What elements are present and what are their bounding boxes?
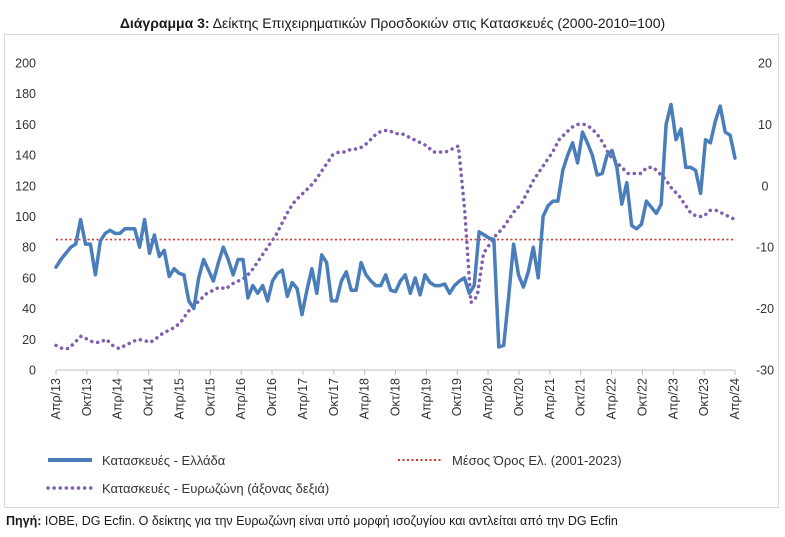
x-tick-label: Απρ/20 [481,378,495,419]
y-left-tick-label: 100 [15,210,36,224]
x-tick-label: Οκτ/16 [265,378,279,416]
x-tick-label: Απρ/23 [666,378,680,419]
y-right-tick-label: 10 [758,118,772,132]
axes: 0 20 40 60 80 100 120 140 160 180 200 -30 -20 -10 0 10 2… [15,57,774,420]
y-left-tick-label: 0 [29,364,36,378]
x-tick-label: Οκτ/23 [697,378,711,416]
y-left-tick-label: 140 [15,149,36,163]
legend-label-average: Μέσος Όρος Ελ. (2001-2023) [452,453,622,468]
y-left-tick-label: 40 [22,302,36,316]
chart-title-text: Δείκτης Επιχειρηματικών Προσδοκιών στις … [209,15,666,31]
x-tick-label: Οκτ/17 [327,378,341,416]
x-tick-label: Απρ/16 [234,378,248,419]
chart-frame [4,34,779,508]
x-tick-label: Απρ/14 [111,378,125,419]
x-tick-label: Οκτ/14 [142,378,156,416]
chart-title-prefix: Διάγραμμα 3: [119,15,210,31]
y-left-tick-label: 20 [22,333,36,347]
legend-label-eurozone: Κατασκευές - Ευρωζώνη (άξονας δεξιά) [102,481,329,496]
legend: Κατασκευές - Ελλάδα Μέσος Όρος Ελ. (2001… [46,453,622,496]
series-greece-line [54,102,737,349]
x-tick-label: Οκτ/21 [574,378,588,416]
y-left-tick-label: 160 [15,118,36,132]
x-tick-label: Απρ/18 [358,378,372,419]
y-left-tick-label: 120 [15,179,36,193]
y-right-tick-label: 20 [758,57,772,71]
y-left-tick-label: 80 [22,241,36,255]
x-tick-label: Οκτ/20 [512,378,526,416]
y-right-tick-label: -30 [756,364,774,378]
series-layer [54,102,737,351]
y-left-tick-label: 60 [22,271,36,285]
x-tick-label: Απρ/22 [605,378,619,419]
legend-label-greece: Κατασκευές - Ελλάδα [102,453,226,468]
x-tick-label: Απρ/24 [728,378,742,419]
source-text: ΙΟΒΕ, DG Ecfin. Ο δείκτης για την Ευρωζώ… [41,514,618,528]
x-tick-label: Απρ/21 [543,378,557,419]
x-tick-label: Απρ/13 [49,378,63,419]
series-eurozone-line [54,122,737,351]
x-tick-label: Οκτ/15 [203,378,217,416]
x-tick-label: Απρ/17 [296,378,310,419]
x-tick-label: Οκτ/22 [635,378,649,416]
source-prefix: Πηγή: [6,514,42,528]
x-tick-label: Οκτ/13 [80,378,94,416]
y-right-tick-label: -10 [756,241,774,255]
x-tick-label: Απρ/15 [172,378,186,419]
chart-title: Διάγραμμα 3: Δείκτης Επιχειρηματικών Προ… [0,15,785,31]
source-note: Πηγή: ΙΟΒΕ, DG Ecfin. Ο δείκτης για την … [6,514,618,528]
x-tick-label: Οκτ/18 [389,378,403,416]
y-right-tick-label: -20 [756,302,774,316]
y-right-tick-label: 0 [762,179,769,193]
y-left-tick-label: 180 [15,87,36,101]
x-tick-label: Οκτ/19 [450,378,464,416]
y-left-tick-label: 200 [15,57,36,71]
x-tick-label: Απρ/19 [419,378,433,419]
